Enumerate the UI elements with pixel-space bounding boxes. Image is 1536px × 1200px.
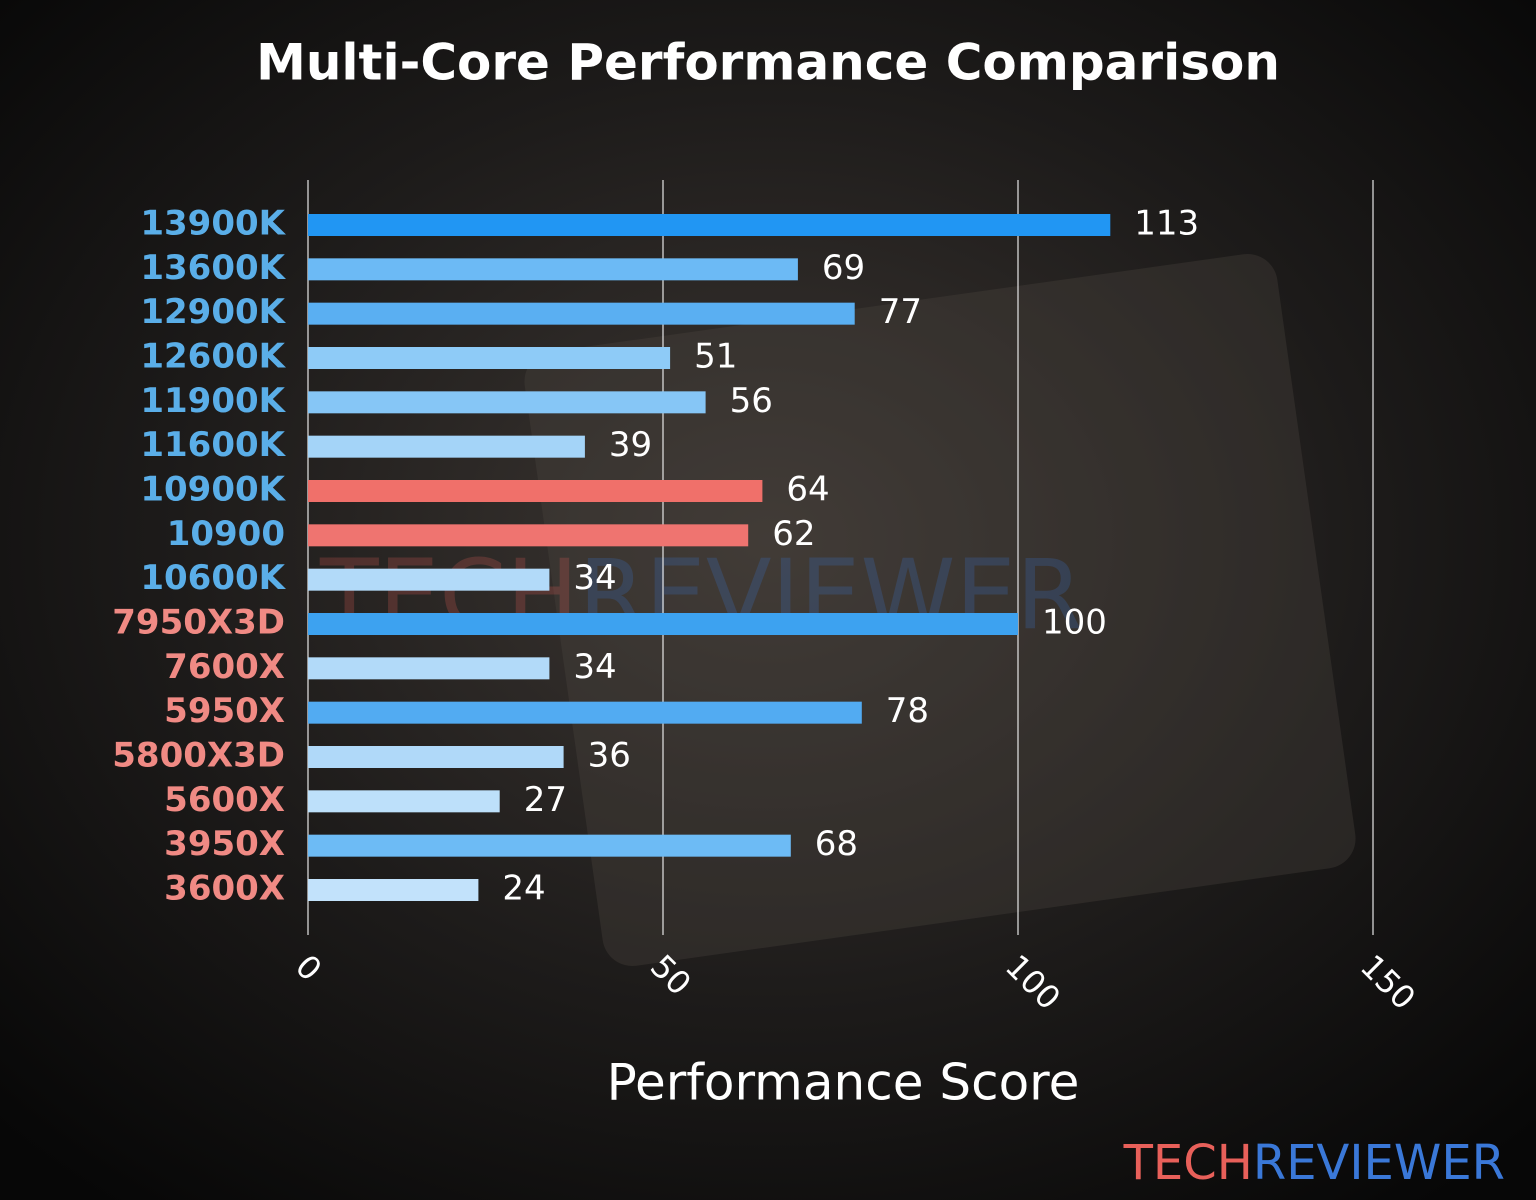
bar xyxy=(308,613,1018,635)
value-label: 51 xyxy=(694,337,737,377)
bar xyxy=(308,879,479,901)
bar xyxy=(308,480,763,502)
chart-title: Multi-Core Performance Comparison xyxy=(256,34,1280,92)
x-axis-label: Performance Score xyxy=(607,1054,1080,1112)
bar xyxy=(308,568,550,591)
y-tick-label: 5950X xyxy=(164,691,285,731)
watermark: TECHREVIEWER xyxy=(1123,1135,1505,1191)
watermark-first: TECH xyxy=(1123,1135,1253,1191)
bar xyxy=(308,302,855,325)
value-label: 78 xyxy=(886,691,929,731)
y-tick-label: 10900 xyxy=(167,514,285,554)
y-tick-label: 10600K xyxy=(140,558,286,598)
y-tick-label: 7950X3D xyxy=(112,603,285,643)
bar xyxy=(308,258,798,281)
value-label: 36 xyxy=(588,736,631,776)
y-tick-label: 13600K xyxy=(140,248,286,288)
value-label: 27 xyxy=(524,780,567,820)
value-label: 24 xyxy=(502,869,545,909)
value-label: 69 xyxy=(822,248,865,288)
bar xyxy=(308,790,500,813)
bar xyxy=(308,214,1111,236)
y-tick-label: 3950X xyxy=(164,824,285,864)
value-label: 39 xyxy=(609,425,652,465)
y-tick-label: 13900K xyxy=(140,204,286,244)
value-label: 34 xyxy=(573,647,616,687)
value-label: 34 xyxy=(573,558,616,598)
y-tick-label: 5600X xyxy=(164,780,285,820)
bar xyxy=(308,657,550,680)
background-chip xyxy=(524,254,1356,966)
bar xyxy=(308,834,791,857)
y-tick-label: 5800X3D xyxy=(112,736,285,776)
bar xyxy=(308,435,585,458)
value-label: 113 xyxy=(1134,204,1199,244)
y-tick-label: 7600X xyxy=(164,647,285,687)
bar xyxy=(308,524,749,547)
value-label: 100 xyxy=(1042,603,1107,643)
value-label: 77 xyxy=(879,292,922,332)
y-tick-label: 10900K xyxy=(140,470,286,510)
value-label: 62 xyxy=(772,514,815,554)
y-tick-label: 3600X xyxy=(164,869,285,909)
value-label: 68 xyxy=(815,824,858,864)
bar xyxy=(308,746,564,768)
y-tick-label: 11900K xyxy=(140,381,286,421)
bar xyxy=(308,701,862,724)
bar xyxy=(308,391,706,414)
value-label: 56 xyxy=(730,381,773,421)
watermark-second: REVIEWER xyxy=(1253,1135,1505,1191)
value-label: 64 xyxy=(786,470,829,510)
y-tick-label: 12600K xyxy=(140,337,286,377)
bar xyxy=(308,347,671,369)
y-tick-label: 12900K xyxy=(140,292,286,332)
y-tick-label: 11600K xyxy=(140,425,286,465)
